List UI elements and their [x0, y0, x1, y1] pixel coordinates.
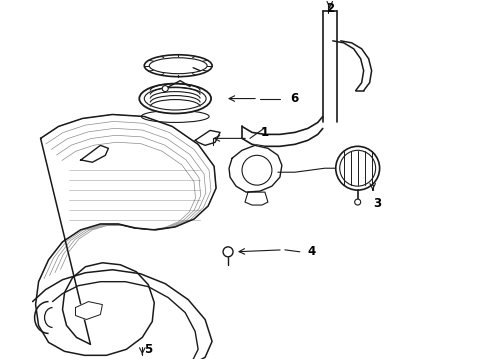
- Circle shape: [336, 146, 380, 190]
- Polygon shape: [75, 302, 102, 319]
- Text: 3: 3: [373, 197, 382, 210]
- Circle shape: [223, 247, 233, 257]
- Text: 1: 1: [261, 126, 269, 139]
- Ellipse shape: [144, 55, 212, 77]
- Ellipse shape: [162, 86, 168, 91]
- Circle shape: [355, 199, 361, 205]
- Polygon shape: [229, 145, 282, 192]
- Polygon shape: [245, 192, 268, 205]
- Polygon shape: [80, 145, 108, 162]
- Text: 5: 5: [144, 343, 152, 356]
- Text: 6: 6: [291, 92, 299, 105]
- Polygon shape: [36, 114, 216, 355]
- Text: 4: 4: [308, 245, 316, 258]
- Polygon shape: [195, 130, 220, 145]
- Ellipse shape: [139, 84, 211, 113]
- Text: 2: 2: [326, 3, 334, 15]
